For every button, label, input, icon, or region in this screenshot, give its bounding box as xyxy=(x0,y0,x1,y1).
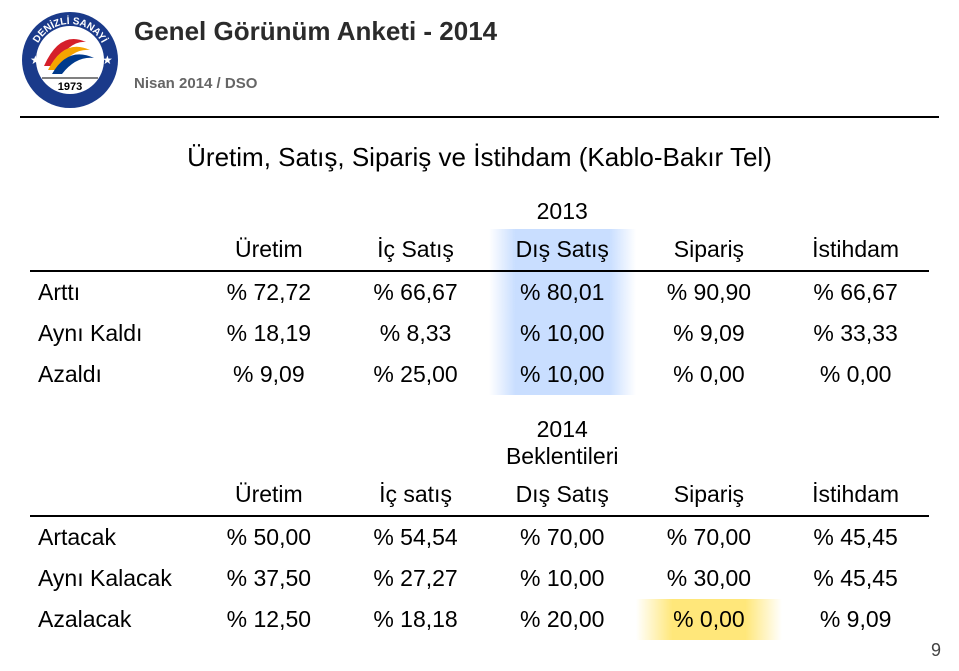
col-header: İstihdam xyxy=(782,474,929,516)
table-row: Azalacak % 12,50 % 18,18 % 20,00 % 0,00 … xyxy=(30,599,929,640)
divider xyxy=(20,116,939,118)
cell: % 66,67 xyxy=(782,271,929,313)
col-header: Üretim xyxy=(196,229,343,271)
table-row: Arttı % 72,72 % 66,67 % 80,01 % 90,90 % … xyxy=(30,271,929,313)
year-label: 2013 xyxy=(489,191,636,229)
cell: % 72,72 xyxy=(196,271,343,313)
cell: % 9,09 xyxy=(636,313,783,354)
col-header: Dış Satış xyxy=(489,474,636,516)
cell: % 0,00 xyxy=(636,354,783,395)
cell: % 18,19 xyxy=(196,313,343,354)
cell: % 25,00 xyxy=(342,354,489,395)
cell: % 20,00 xyxy=(489,599,636,640)
cell: % 27,27 xyxy=(342,558,489,599)
dso-logo: DENİZLİ SANAYİ ODASI ★ ★ 1973 xyxy=(20,10,120,110)
cell: % 9,09 xyxy=(782,599,929,640)
cell: % 10,00 xyxy=(489,558,636,599)
cell: % 90,90 xyxy=(636,271,783,313)
table-2013: 2013 Üretim İç Satış Dış Satış Sipariş İ… xyxy=(30,191,929,395)
cell: % 37,50 xyxy=(196,558,343,599)
row-label: Artacak xyxy=(30,516,196,558)
cell: % 80,01 xyxy=(489,271,636,313)
cell: % 12,50 xyxy=(196,599,343,640)
col-header: Dış Satış xyxy=(489,229,636,271)
col-header: Sipariş xyxy=(636,474,783,516)
row-label: Azalacak xyxy=(30,599,196,640)
cell: % 50,00 xyxy=(196,516,343,558)
section-title: Üretim, Satış, Sipariş ve İstihdam (Kabl… xyxy=(30,142,929,173)
table-row: Azaldı % 9,09 % 25,00 % 10,00 % 0,00 % 0… xyxy=(30,354,929,395)
cell: % 0,00 xyxy=(636,599,783,640)
cell: % 10,00 xyxy=(489,354,636,395)
page-title: Genel Görünüm Anketi - 2014 xyxy=(134,16,497,47)
row-label: Azaldı xyxy=(30,354,196,395)
svg-text:★: ★ xyxy=(102,53,113,67)
row-label: Aynı Kaldı xyxy=(30,313,196,354)
table-row: Artacak % 50,00 % 54,54 % 70,00 % 70,00 … xyxy=(30,516,929,558)
cell: % 70,00 xyxy=(636,516,783,558)
col-header: İstihdam xyxy=(782,229,929,271)
cell: % 54,54 xyxy=(342,516,489,558)
table-2014: 2014 Beklentileri Üretim İç satış Dış Sa… xyxy=(30,409,929,640)
cell: % 8,33 xyxy=(342,313,489,354)
cell: % 0,00 xyxy=(782,354,929,395)
row-label: Arttı xyxy=(30,271,196,313)
svg-text:★: ★ xyxy=(30,53,41,67)
page-number: 9 xyxy=(931,640,941,661)
cell: % 18,18 xyxy=(342,599,489,640)
cell: % 70,00 xyxy=(489,516,636,558)
col-header: İç Satış xyxy=(342,229,489,271)
col-header: Sipariş xyxy=(636,229,783,271)
cell: % 10,00 xyxy=(489,313,636,354)
table-row: Aynı Kalacak % 37,50 % 27,27 % 10,00 % 3… xyxy=(30,558,929,599)
svg-text:1973: 1973 xyxy=(58,81,82,93)
col-header: İç satış xyxy=(342,474,489,516)
cell: % 66,67 xyxy=(342,271,489,313)
row-label: Aynı Kalacak xyxy=(30,558,196,599)
year-label: 2014 Beklentileri xyxy=(489,409,636,474)
page-subtitle: Nisan 2014 / DSO xyxy=(134,75,497,92)
cell: % 9,09 xyxy=(196,354,343,395)
cell: % 30,00 xyxy=(636,558,783,599)
cell: % 45,45 xyxy=(782,558,929,599)
cell: % 45,45 xyxy=(782,516,929,558)
table-row: Aynı Kaldı % 18,19 % 8,33 % 10,00 % 9,09… xyxy=(30,313,929,354)
cell: % 33,33 xyxy=(782,313,929,354)
col-header: Üretim xyxy=(196,474,343,516)
